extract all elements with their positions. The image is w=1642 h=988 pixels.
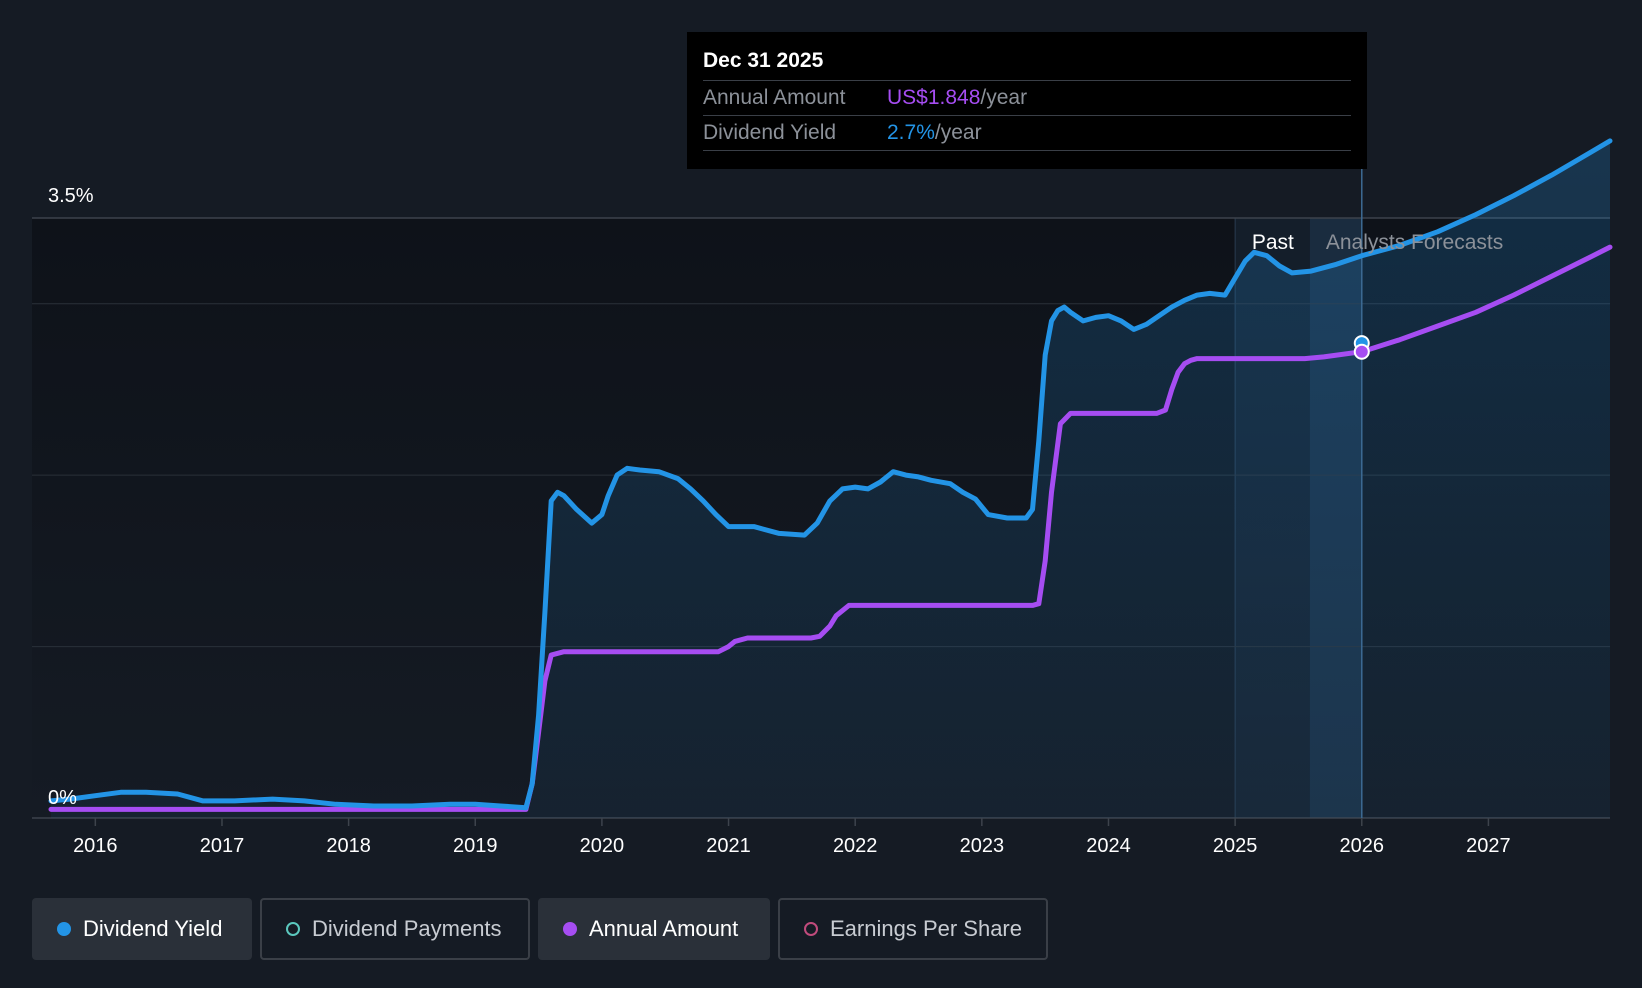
legend-dividend-payments[interactable]: Dividend Payments	[260, 898, 530, 960]
hollow-dot-icon	[286, 922, 300, 936]
legend-earnings-per-share[interactable]: Earnings Per Share	[778, 898, 1048, 960]
x-tick-label: 2022	[833, 835, 878, 857]
legend-annual-amount[interactable]: Annual Amount	[538, 898, 770, 960]
tooltip-unit: /year	[934, 121, 982, 144]
tooltip-row-annual-amount: Annual Amount US$1.848 /year	[703, 81, 1351, 116]
legend-label: Dividend Payments	[312, 916, 502, 941]
forecast-label: Analysts Forecasts	[1326, 231, 1503, 254]
tooltip-row-dividend-yield: Dividend Yield 2.7% /year	[703, 116, 1351, 151]
x-tick-label: 2016	[73, 835, 118, 857]
filled-dot-icon	[563, 922, 577, 936]
legend-label: Annual Amount	[589, 916, 739, 941]
annual-amount-point	[1353, 343, 1370, 360]
x-tick-label: 2027	[1466, 835, 1511, 857]
past-label: Past	[1252, 231, 1294, 254]
x-tick-label: 2020	[580, 835, 625, 857]
hollow-dot-icon	[804, 922, 818, 936]
tooltip-value: 2.7%	[887, 121, 935, 144]
y-tick-label: 3.5%	[48, 185, 94, 207]
x-tick-label: 2017	[200, 835, 245, 857]
x-tick-label: 2018	[326, 835, 371, 857]
chart-tooltip: Dec 31 2025 Annual Amount US$1.848 /year…	[687, 32, 1367, 169]
filled-dot-icon	[57, 922, 71, 936]
annual-amount-line	[48, 244, 1613, 812]
tooltip-label: Dividend Yield	[703, 121, 837, 144]
tooltip-label: Annual Amount	[703, 86, 846, 109]
x-tick-label: 2023	[960, 835, 1005, 857]
dividend-yield-area	[50, 140, 1610, 818]
y-tick-label: 0%	[48, 787, 77, 809]
x-tick-label: 2021	[706, 835, 751, 857]
legend-label: Earnings Per Share	[830, 916, 1022, 941]
x-tick-label: 2026	[1340, 835, 1385, 857]
legend-label: Dividend Yield	[83, 916, 223, 941]
tooltip-value: US$1.848	[887, 86, 981, 109]
tooltip-unit: /year	[980, 86, 1028, 109]
x-tick-label: 2019	[453, 835, 498, 857]
dividend-yield-line	[48, 138, 1613, 811]
x-tick-label: 2024	[1086, 835, 1131, 857]
legend-dividend-yield[interactable]: Dividend Yield	[32, 898, 252, 960]
tooltip-date: Dec 31 2025	[703, 46, 1351, 81]
x-tick-label: 2025	[1213, 835, 1258, 857]
